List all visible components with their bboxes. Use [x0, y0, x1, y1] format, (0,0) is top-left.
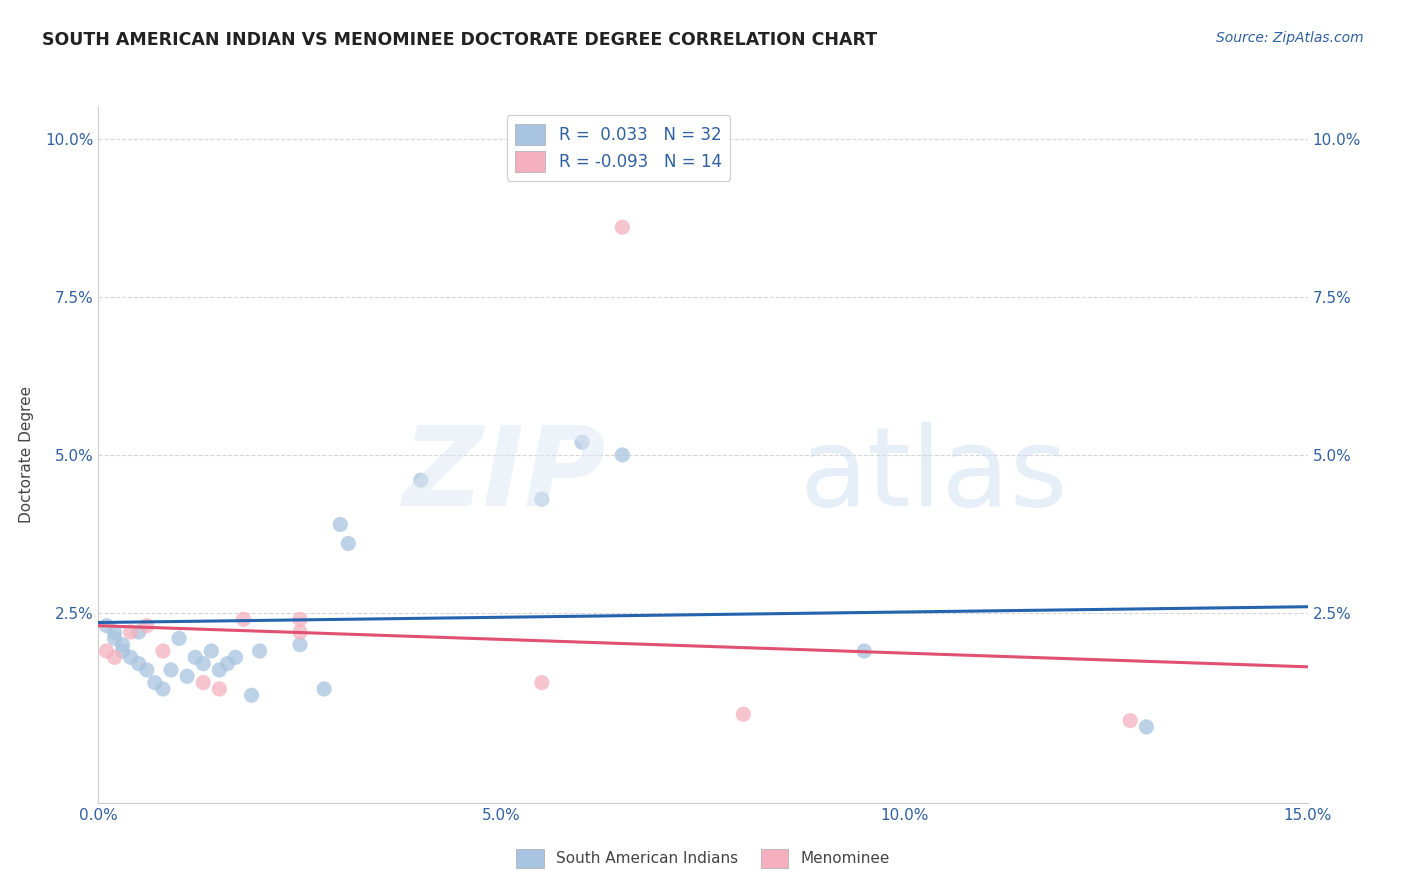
Text: SOUTH AMERICAN INDIAN VS MENOMINEE DOCTORATE DEGREE CORRELATION CHART: SOUTH AMERICAN INDIAN VS MENOMINEE DOCTO… [42, 31, 877, 49]
Point [120, 625, 142, 640]
Point [337, 536, 360, 550]
Point [612, 220, 634, 235]
Point [111, 638, 134, 652]
Point [111, 644, 134, 658]
Text: Source: ZipAtlas.com: Source: ZipAtlas.com [1216, 31, 1364, 45]
Point [120, 650, 142, 665]
Point [176, 669, 198, 683]
Point [193, 657, 215, 671]
Text: atlas: atlas [800, 422, 1069, 529]
Point [530, 675, 553, 690]
Point [329, 517, 352, 532]
Point [135, 663, 157, 677]
Point [288, 625, 311, 640]
Point [249, 644, 271, 658]
Point [288, 638, 311, 652]
Point [314, 681, 336, 696]
Point [128, 657, 150, 671]
Point [240, 688, 263, 702]
Point [224, 650, 246, 665]
Point [96, 618, 118, 632]
Legend: South American Indians, Menominee: South American Indians, Menominee [509, 841, 897, 875]
Point [1135, 720, 1157, 734]
Point [232, 612, 254, 626]
Point [167, 632, 190, 646]
Point [103, 650, 125, 665]
Point [733, 707, 755, 722]
Y-axis label: Doctorate Degree: Doctorate Degree [20, 386, 34, 524]
Point [152, 644, 174, 658]
Point [160, 663, 183, 677]
Point [135, 618, 157, 632]
Point [96, 644, 118, 658]
Point [193, 675, 215, 690]
Point [530, 492, 553, 507]
Point [143, 675, 166, 690]
Point [1119, 714, 1142, 728]
Point [409, 473, 432, 487]
Point [103, 625, 125, 640]
Point [184, 650, 207, 665]
Point [208, 663, 231, 677]
Text: ZIP: ZIP [402, 422, 606, 529]
Point [103, 632, 125, 646]
Point [853, 644, 876, 658]
Point [571, 435, 593, 450]
Point [612, 448, 634, 462]
Point [200, 644, 222, 658]
Point [288, 612, 311, 626]
Point [217, 657, 239, 671]
Point [208, 681, 231, 696]
Point [152, 681, 174, 696]
Point [128, 625, 150, 640]
